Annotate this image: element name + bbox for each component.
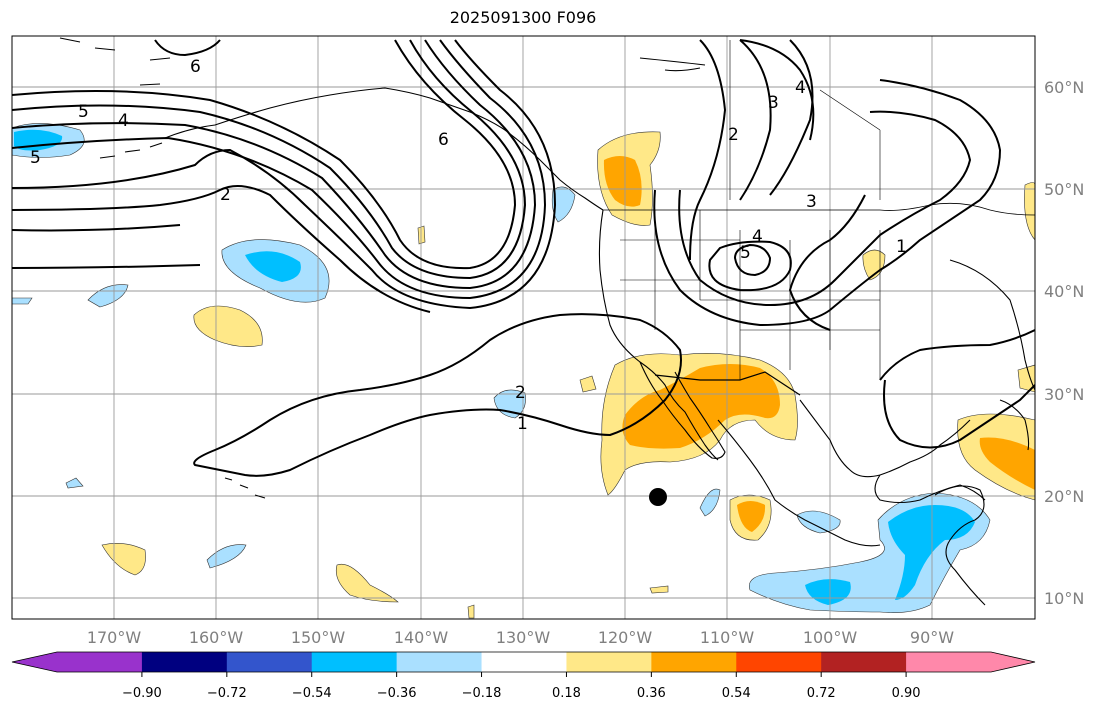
lon-label: 160°W: [189, 628, 244, 647]
contour-label: 4: [752, 227, 763, 247]
colorbar-tick-label: 0.54: [722, 686, 751, 701]
colorbar-tick-label: −0.54: [292, 686, 332, 701]
contour-labels: 5 4 6 2 6 1 2 2 3 4 3 4 5 1 5: [30, 57, 907, 434]
contour-label: 3: [768, 93, 779, 113]
colorbar-bin: [226, 652, 313, 672]
contour-label: 5: [78, 102, 89, 122]
colorbar-tick-label: 0.18: [552, 686, 581, 701]
colorbar-bin: [396, 652, 483, 672]
lon-label: 140°W: [394, 628, 449, 647]
lat-label: 60°N: [1044, 78, 1084, 97]
map-title: 2025091300 F096: [449, 8, 597, 27]
lat-label: 50°N: [1044, 180, 1084, 199]
coastlines: [59, 37, 1035, 606]
colorbar-tick-label: 0.90: [892, 686, 921, 701]
colorbar-under-extension: [12, 652, 57, 672]
contour-label: 5: [30, 148, 41, 168]
colorbar-bin: [736, 652, 822, 672]
colorbar-bin: [651, 652, 737, 672]
contour-label: 5: [740, 243, 751, 263]
contour-label: 4: [118, 111, 129, 131]
colorbar-outline: [11, 651, 1036, 673]
colorbar-tick-label: 0.36: [637, 686, 666, 701]
storm-location-marker: [649, 488, 667, 506]
colorbar-bin: [481, 652, 567, 672]
anomaly-shading: [12, 123, 1035, 619]
colorbar-bin: [821, 652, 907, 672]
lon-label: 110°W: [700, 628, 755, 647]
colorbar-bin: [566, 652, 652, 672]
contour-label: 2: [515, 383, 526, 403]
colorbar-bin: [311, 652, 398, 672]
contour-label: 6: [438, 130, 449, 150]
colorbar-tick-label: 0.72: [807, 686, 836, 701]
contour-label: 1: [896, 237, 907, 257]
lon-label: 150°W: [291, 628, 346, 647]
lon-label: 130°W: [496, 628, 551, 647]
colorbar-tick-label: −0.72: [207, 686, 247, 701]
contour-label: 6: [190, 57, 201, 77]
lon-label: 100°W: [803, 628, 858, 647]
colorbar-tick-label: −0.90: [122, 686, 162, 701]
lon-label: 170°W: [87, 628, 142, 647]
colorbar-tick-label: −0.36: [377, 686, 417, 701]
lat-label: 30°N: [1044, 385, 1084, 404]
lon-label: 90°W: [910, 628, 954, 647]
contour-label: 2: [728, 125, 739, 145]
lat-label: 40°N: [1044, 282, 1084, 301]
contour-label: 3: [806, 192, 817, 212]
colorbar-bin: [57, 652, 143, 672]
colorbar-over-extension: [991, 652, 1035, 672]
colorbar-bin: [906, 652, 992, 672]
lat-label: 20°N: [1044, 487, 1084, 506]
lat-label: 10°N: [1044, 589, 1084, 608]
colorbar: −0.90 −0.72 −0.54 −0.36 −0.18 0.18 0.36 0.54 0.7…: [11, 651, 1036, 701]
colorbar-tick-label: −0.18: [462, 686, 502, 701]
lon-label: 120°W: [598, 628, 653, 647]
colorbar-bin: [141, 652, 228, 672]
contour-label: 2: [220, 185, 231, 205]
contour-label: 4: [795, 78, 806, 98]
latitude-labels: 60°N 50°N 40°N 30°N 20°N 10°N: [1044, 78, 1084, 608]
longitude-labels: 170°W 160°W 150°W 140°W 130°W 120°W 110°…: [87, 628, 954, 647]
contour-lines: [12, 39, 1035, 477]
map-frame: [11, 35, 1036, 620]
contour-label: 1: [517, 414, 528, 434]
